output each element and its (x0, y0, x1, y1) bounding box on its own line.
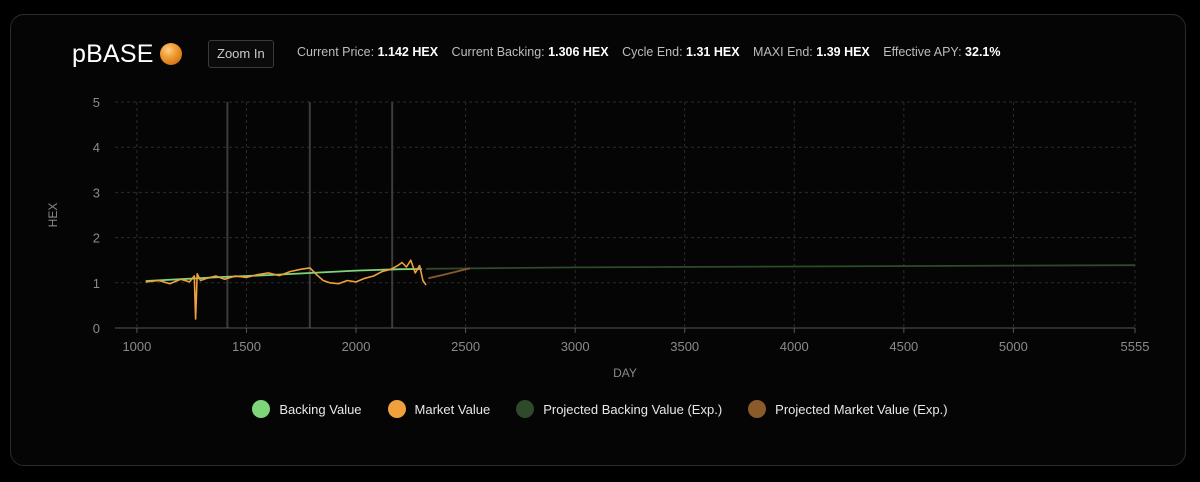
token-title: pBASE (72, 39, 154, 68)
x-tick-label: 3000 (561, 339, 590, 354)
stat-current-backing: Current Backing: 1.306 HEX (451, 45, 609, 59)
legend-item[interactable]: Projected Market Value (Exp.) (748, 400, 948, 418)
x-tick-label: 3500 (670, 339, 699, 354)
stat-cycle-end: Cycle End: 1.31 HEX (622, 45, 740, 59)
y-axis-label: HEX (46, 203, 60, 228)
x-tick-label: 1500 (232, 339, 261, 354)
legend-swatch-icon (252, 400, 271, 418)
chart-legend: Backing Value Market Value Projected Backi… (0, 400, 1200, 418)
stats-bar: Current Price: 1.142 HEX Current Backing… (297, 45, 1011, 59)
y-tick-label: 3 (93, 185, 100, 200)
series-line-market-value (145, 259, 427, 320)
legend-item[interactable]: Projected Backing Value (Exp.) (516, 400, 722, 418)
legend-label: Projected Market Value (Exp.) (775, 401, 948, 417)
x-tick-label: 2000 (342, 339, 371, 354)
legend-swatch-icon (387, 400, 406, 418)
zoom-in-button[interactable]: Zoom In (208, 40, 274, 68)
stat-current-price: Current Price: 1.142 HEX (297, 45, 439, 59)
x-tick-label: 1000 (122, 339, 151, 354)
series-line-projected-market-value-exp (428, 267, 471, 280)
legend-item[interactable]: Market Value (387, 400, 491, 418)
legend-swatch-icon (748, 400, 767, 418)
chart-header: pBASE (72, 38, 182, 70)
x-tick-label: 4000 (780, 339, 809, 354)
series-line-projected-backing-value-exp (426, 264, 1136, 270)
x-tick-label: 5555 (1121, 339, 1150, 354)
legend-label: Projected Backing Value (Exp.) (543, 401, 723, 417)
legend-label: Market Value (414, 401, 491, 417)
y-tick-label: 1 (93, 276, 100, 291)
y-tick-label: 5 (93, 95, 100, 110)
y-tick-label: 2 (93, 231, 100, 246)
x-tick-label: 2500 (451, 339, 480, 354)
legend-item[interactable]: Backing Value (252, 400, 362, 418)
chart-card (10, 14, 1186, 466)
coin-icon (159, 43, 182, 65)
y-tick-label: 0 (93, 321, 100, 336)
series-line-backing-value (145, 268, 422, 282)
x-tick-label: 4500 (889, 339, 918, 354)
legend-label: Backing Value (279, 401, 362, 417)
stat-maxi-end: MAXI End: 1.39 HEX (753, 45, 870, 59)
stat-effective-apy: Effective APY: 32.1% (883, 45, 1001, 59)
legend-swatch-icon (516, 400, 535, 418)
x-axis-label: DAY (613, 366, 637, 380)
y-tick-label: 4 (93, 140, 100, 155)
x-tick-label: 5000 (999, 339, 1028, 354)
